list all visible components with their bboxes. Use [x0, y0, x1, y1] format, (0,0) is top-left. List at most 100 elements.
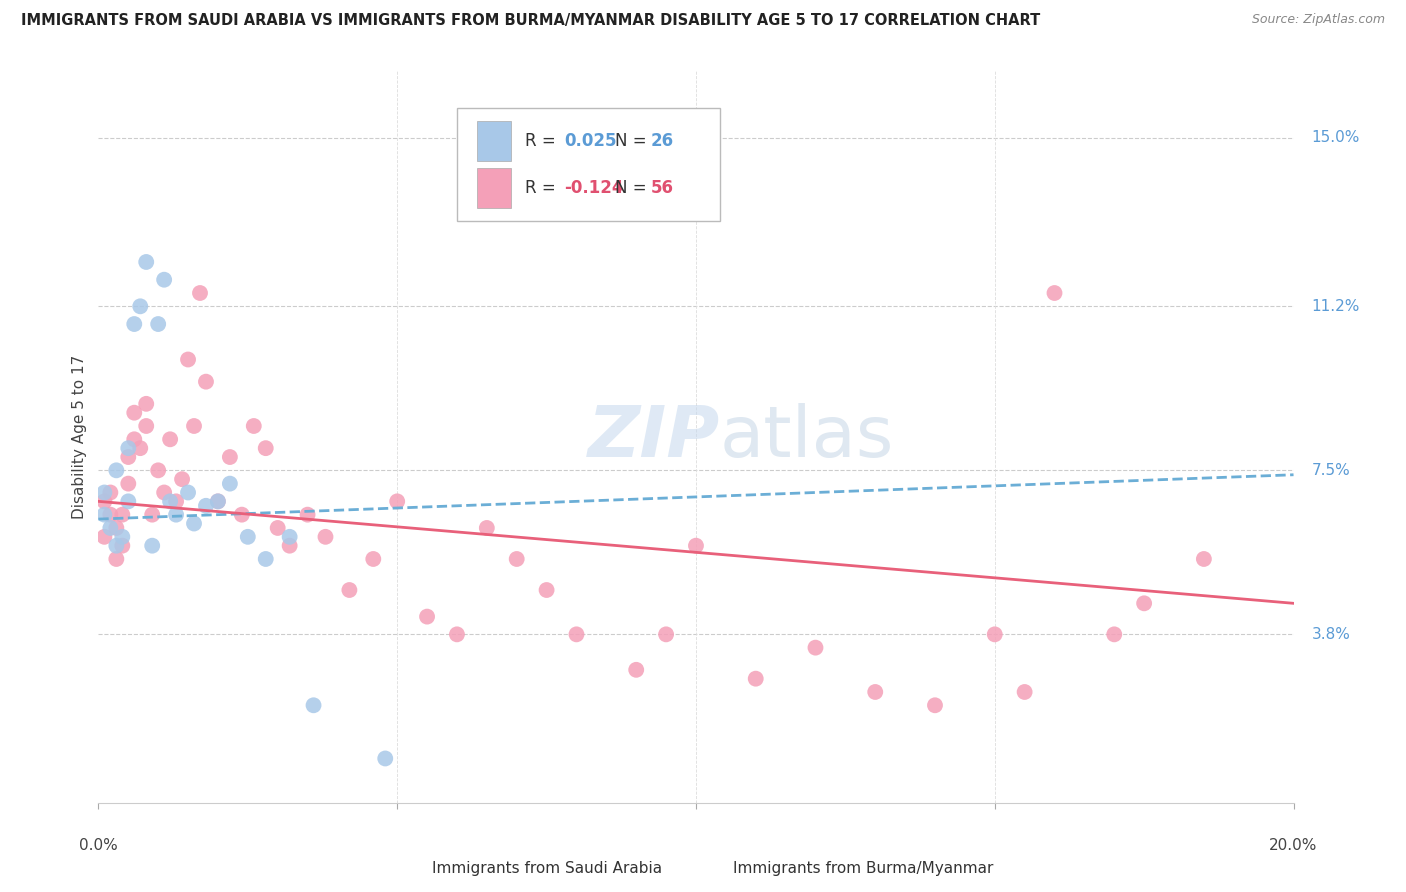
Text: N =: N = [614, 179, 651, 197]
Text: -0.124: -0.124 [565, 179, 624, 197]
Point [363, 552, 385, 566]
Point [183, 419, 205, 434]
Point [177, 485, 200, 500]
Point [416, 609, 439, 624]
Point [188, 285, 211, 300]
Text: N =: N = [614, 132, 651, 150]
Point [98, 521, 122, 535]
Point [339, 582, 361, 597]
Point [124, 406, 146, 420]
Point [565, 627, 588, 641]
Point [804, 640, 827, 655]
FancyBboxPatch shape [422, 850, 470, 880]
Text: Source: ZipAtlas.com: Source: ZipAtlas.com [1251, 13, 1385, 27]
Point [105, 521, 128, 535]
Text: 3.8%: 3.8% [1312, 627, 1350, 642]
Y-axis label: Disability Age 5 to 17: Disability Age 5 to 17 [72, 355, 87, 519]
Point [315, 530, 337, 544]
Text: 56: 56 [651, 179, 673, 197]
Point [135, 419, 157, 434]
Text: 0.0%: 0.0% [79, 838, 118, 854]
Text: Immigrants from Burma/Myanmar: Immigrants from Burma/Myanmar [733, 861, 994, 876]
Point [117, 476, 139, 491]
Point [117, 494, 139, 508]
Point [172, 472, 194, 486]
Text: 26: 26 [651, 132, 673, 150]
FancyBboxPatch shape [477, 121, 510, 161]
Point [536, 582, 558, 597]
Point [105, 552, 128, 566]
Point [278, 530, 301, 544]
Point [111, 530, 134, 544]
Point [243, 419, 266, 434]
Point [93, 494, 115, 508]
Point [207, 494, 229, 508]
Point [374, 751, 396, 765]
Point [135, 397, 157, 411]
Point [626, 663, 648, 677]
Point [278, 539, 301, 553]
FancyBboxPatch shape [457, 108, 720, 221]
Point [685, 539, 707, 553]
Point [117, 450, 139, 464]
Text: atlas: atlas [720, 402, 894, 472]
Point [984, 627, 1007, 641]
Point [267, 521, 290, 535]
Point [865, 685, 887, 699]
Point [135, 255, 157, 269]
Point [924, 698, 946, 713]
Point [475, 521, 498, 535]
Text: 11.2%: 11.2% [1312, 299, 1360, 314]
Text: 15.0%: 15.0% [1312, 130, 1360, 145]
Point [745, 672, 768, 686]
Point [177, 352, 200, 367]
Text: 7.5%: 7.5% [1312, 463, 1350, 478]
Point [219, 450, 242, 464]
Text: IMMIGRANTS FROM SAUDI ARABIA VS IMMIGRANTS FROM BURMA/MYANMAR DISABILITY AGE 5 T: IMMIGRANTS FROM SAUDI ARABIA VS IMMIGRAN… [21, 13, 1040, 29]
Point [1192, 552, 1215, 566]
Point [98, 485, 122, 500]
Text: 20.0%: 20.0% [1270, 838, 1317, 854]
Point [236, 530, 259, 544]
Point [117, 441, 139, 455]
FancyBboxPatch shape [477, 168, 510, 208]
Point [93, 485, 115, 500]
Point [1043, 285, 1066, 300]
Point [1014, 685, 1036, 699]
Point [302, 698, 325, 713]
Point [1104, 627, 1126, 641]
Text: ZIP: ZIP [588, 402, 720, 472]
Point [124, 317, 146, 331]
Point [195, 375, 218, 389]
Point [385, 494, 409, 508]
Point [141, 539, 163, 553]
Point [93, 508, 115, 522]
FancyBboxPatch shape [738, 850, 786, 880]
Text: 0.025: 0.025 [565, 132, 617, 150]
Text: R =: R = [524, 179, 561, 197]
Text: Immigrants from Saudi Arabia: Immigrants from Saudi Arabia [432, 861, 662, 876]
Point [159, 494, 181, 508]
Point [153, 485, 176, 500]
Point [153, 273, 176, 287]
Point [105, 539, 128, 553]
Point [655, 627, 678, 641]
Point [148, 317, 170, 331]
Point [98, 508, 122, 522]
Point [105, 463, 128, 477]
Point [446, 627, 468, 641]
Point [195, 499, 218, 513]
Point [129, 299, 152, 313]
Point [1133, 596, 1156, 610]
Point [219, 476, 242, 491]
Point [159, 432, 181, 446]
Point [93, 530, 115, 544]
Point [124, 432, 146, 446]
Point [165, 508, 187, 522]
Point [254, 441, 277, 455]
Point [207, 494, 229, 508]
Point [183, 516, 205, 531]
Text: R =: R = [524, 132, 561, 150]
Point [254, 552, 277, 566]
Point [111, 539, 134, 553]
